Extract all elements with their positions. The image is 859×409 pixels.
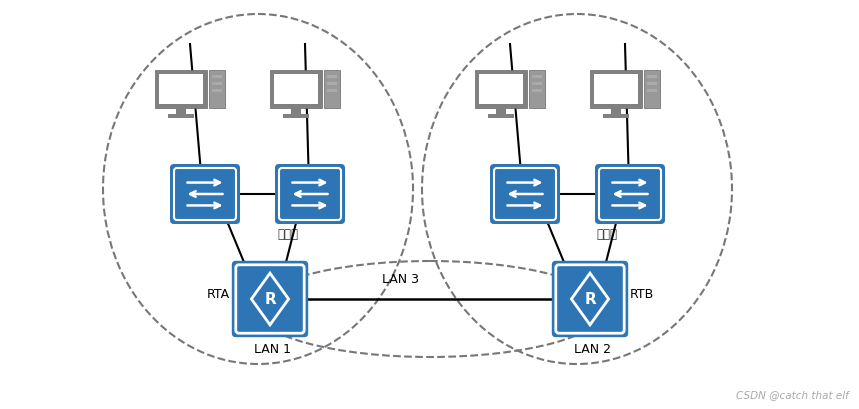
Bar	[529, 71, 545, 109]
FancyBboxPatch shape	[170, 164, 240, 225]
Bar	[647, 90, 657, 93]
Bar	[594, 75, 638, 105]
Bar	[533, 83, 542, 86]
Bar	[644, 71, 660, 109]
Text: LAN 2: LAN 2	[574, 343, 611, 356]
FancyBboxPatch shape	[275, 164, 345, 225]
Bar	[590, 71, 642, 109]
Bar	[168, 115, 194, 119]
Bar	[270, 71, 322, 109]
Text: R: R	[584, 292, 596, 307]
Text: CSDN @catch that elf: CSDN @catch that elf	[736, 389, 849, 399]
Bar	[496, 109, 506, 115]
Bar	[283, 115, 309, 119]
Bar	[611, 109, 621, 115]
FancyBboxPatch shape	[232, 261, 308, 337]
Bar	[212, 76, 222, 79]
Bar	[327, 83, 337, 86]
Bar	[176, 109, 186, 115]
Bar	[475, 71, 527, 109]
Bar	[212, 90, 222, 93]
Text: RTA: RTA	[207, 288, 230, 301]
Bar	[274, 75, 318, 105]
Bar	[533, 76, 542, 79]
Bar	[647, 76, 657, 79]
Bar	[327, 90, 337, 93]
Bar	[647, 83, 657, 86]
Text: 广播域: 广播域	[596, 228, 618, 241]
Bar	[159, 75, 203, 105]
Text: R: R	[264, 292, 276, 307]
Bar	[291, 109, 301, 115]
Text: LAN 1: LAN 1	[254, 343, 291, 356]
Bar	[603, 115, 629, 119]
FancyBboxPatch shape	[551, 261, 628, 337]
Text: 广播域: 广播域	[277, 228, 298, 241]
Bar	[479, 75, 523, 105]
Bar	[212, 83, 222, 86]
FancyBboxPatch shape	[595, 164, 665, 225]
Bar	[488, 115, 514, 119]
Bar	[324, 71, 340, 109]
Text: LAN 3: LAN 3	[381, 273, 418, 286]
FancyBboxPatch shape	[490, 164, 560, 225]
Text: RTB: RTB	[630, 288, 655, 301]
Bar	[327, 76, 337, 79]
Bar	[533, 90, 542, 93]
Bar	[155, 71, 207, 109]
Bar	[209, 71, 225, 109]
